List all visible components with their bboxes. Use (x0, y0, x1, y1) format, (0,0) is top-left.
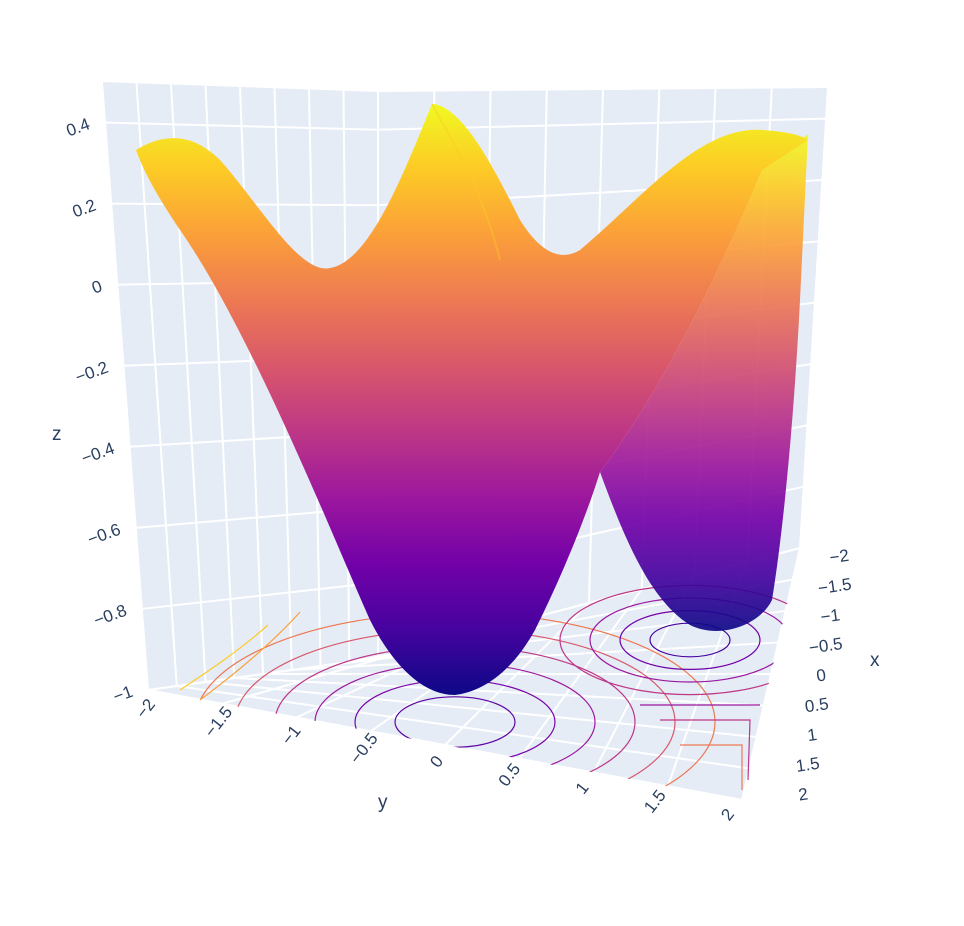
z-tick-label: −1 (111, 682, 136, 706)
floor-grid-line-b (234, 677, 764, 707)
x-grid-line-wall (799, 87, 829, 549)
contour-line (680, 744, 743, 790)
surface-ridge-highlight (431, 103, 501, 261)
x-tick-label: −0.5 (808, 634, 844, 657)
y-grid-line-wall (239, 86, 264, 675)
floor-grid-line-a (518, 588, 643, 760)
z-tick-label: 0.2 (70, 196, 99, 222)
x-tick-label: −1.5 (817, 575, 853, 598)
x-tick-label: 1 (806, 725, 818, 745)
z-tick-label: 0 (89, 277, 104, 298)
surface-right-wing (600, 134, 808, 631)
y-tick-label: 0 (426, 752, 447, 771)
contour-line (199, 611, 301, 701)
x-tick-label: 1.5 (795, 754, 821, 776)
z-axis-title: z (52, 424, 62, 445)
surface-main (136, 104, 808, 695)
contour-line (179, 624, 269, 691)
floor-grid-line-b (205, 681, 757, 738)
y-tick-label: −2 (132, 695, 159, 722)
x-tick-label: −2 (828, 546, 850, 568)
y-tick-label: 2 (717, 805, 738, 824)
x-axis-title: x (870, 650, 880, 671)
y-grid-line-wall (135, 83, 178, 687)
y-tick-label: −1.5 (201, 703, 237, 741)
floor-grid-line-b (147, 689, 743, 801)
z-tick-label: −0.4 (79, 439, 117, 468)
z-tick-label: −0.8 (91, 601, 129, 630)
contour-line (660, 719, 751, 781)
floor-grid-line-b (176, 685, 750, 770)
surface (136, 103, 808, 695)
tick-labels: −1 −0.8 −0.6 −0.4 −0.2 0 0.2 0.4 −2 −1.5 −1 −0.5 0 0.… (64, 114, 853, 824)
z-tick-label: −0.2 (73, 358, 111, 387)
y-grid-line-wall (101, 81, 149, 691)
z-tick-label: 0.4 (64, 114, 93, 140)
y-tick-label: 1.5 (640, 786, 670, 816)
y-tick-label: −1 (278, 722, 305, 749)
x-tick-label: 0.5 (804, 694, 830, 716)
x-tick-label: 0 (815, 665, 827, 685)
x-tick-label: −1 (819, 605, 841, 627)
y-axis-title: y (378, 792, 388, 813)
z-tick-label: −0.6 (85, 520, 123, 549)
y-tick-label: 1 (572, 779, 593, 798)
floor-grid-line-a (741, 547, 801, 801)
y-tick-label: −0.5 (346, 729, 382, 767)
x-tick-label: 2 (797, 784, 809, 804)
y-tick-label: 0.5 (495, 760, 525, 790)
back-wall-left (102, 82, 378, 690)
